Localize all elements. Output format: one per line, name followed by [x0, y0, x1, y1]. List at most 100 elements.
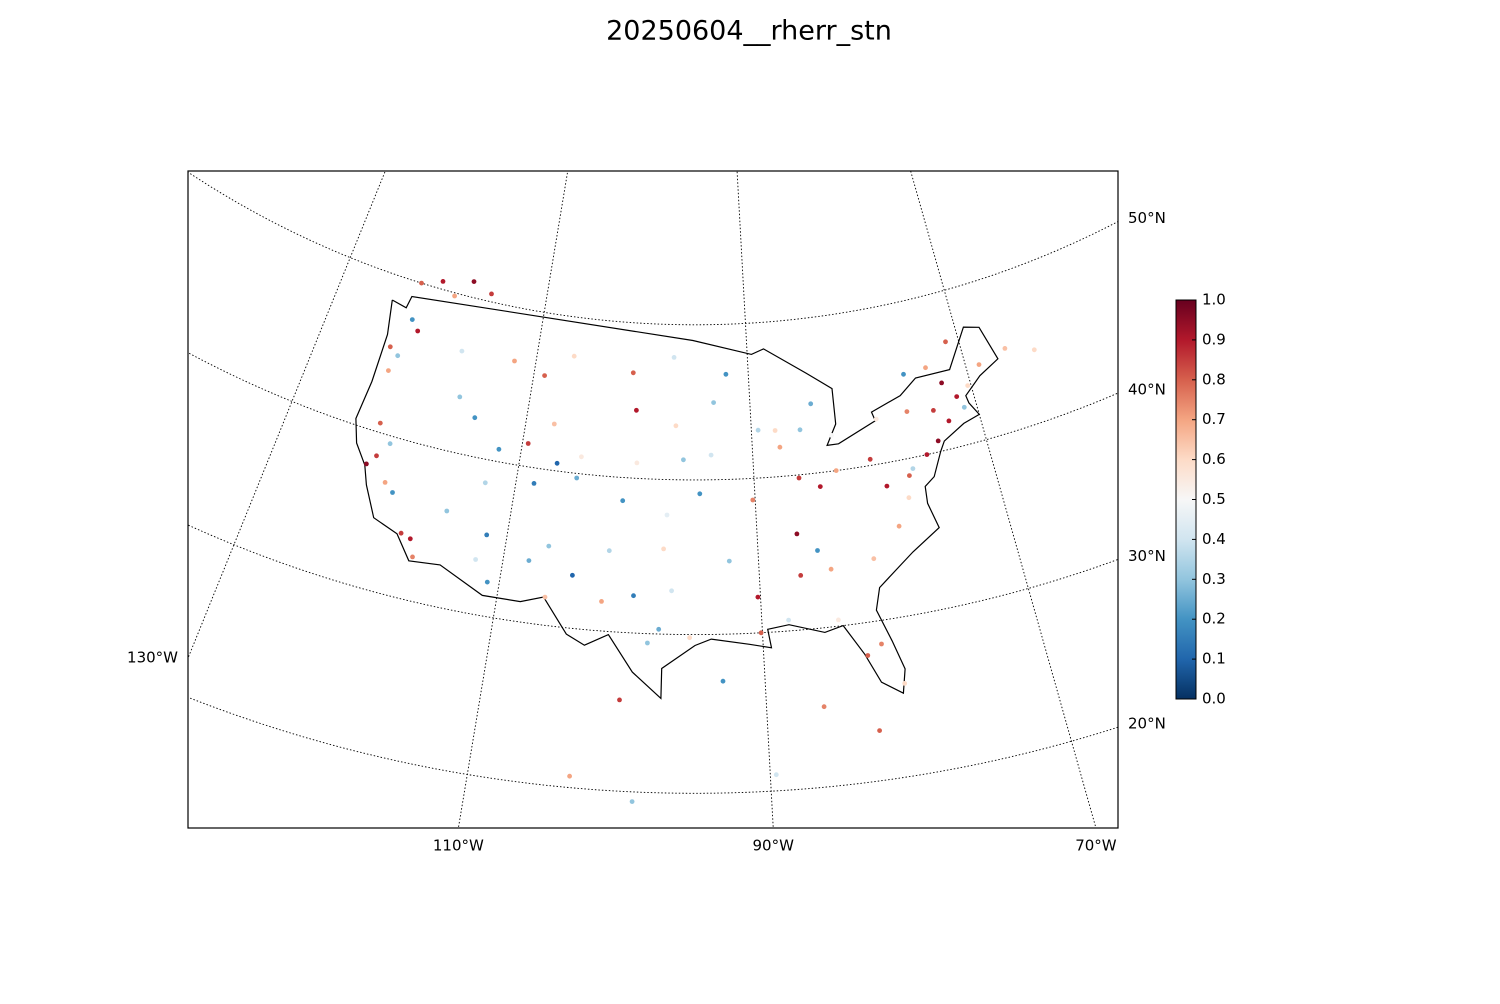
colorbar-tick-label: 1.0 [1202, 291, 1226, 309]
station-point [836, 617, 841, 623]
station-point [965, 383, 971, 388]
station-point [884, 483, 890, 489]
station-point [976, 362, 982, 367]
station-point [931, 408, 936, 413]
station-point [871, 556, 877, 562]
latitude-label: 50°N [1128, 209, 1166, 227]
station-point [459, 348, 465, 354]
station-point [457, 394, 463, 400]
station-point [634, 407, 639, 413]
colorbar-tick-label: 0.1 [1202, 650, 1226, 668]
station-point [946, 418, 952, 424]
station-point [755, 427, 761, 433]
parallel [188, 696, 1118, 794]
station-point [440, 279, 446, 284]
station-point [673, 423, 679, 429]
station-point [1134, 746, 1139, 751]
station-point [828, 566, 834, 572]
station-point [923, 365, 928, 371]
station-point [873, 416, 879, 422]
station-point [525, 441, 531, 446]
station-point [444, 508, 450, 514]
station-point [726, 558, 732, 564]
station-point [808, 401, 814, 407]
station-point [664, 512, 670, 518]
station-point [546, 543, 552, 549]
station-point [634, 460, 640, 466]
station-point [387, 344, 393, 350]
station-point [798, 573, 804, 578]
station-point [570, 572, 575, 578]
station-point [542, 594, 548, 600]
station-point [1031, 347, 1037, 353]
station-point [796, 475, 802, 481]
colorbar-tick-label: 0.3 [1202, 570, 1226, 588]
station-point [489, 291, 494, 297]
parallel [188, 171, 1118, 326]
station-point [708, 452, 714, 458]
station-point [910, 466, 916, 471]
parallel [188, 524, 1118, 636]
station-point [720, 678, 726, 684]
station-point [687, 635, 692, 641]
station-point [815, 548, 820, 553]
station-point [833, 468, 839, 473]
station-point [924, 452, 930, 457]
station-point [645, 640, 650, 646]
station-point [907, 473, 912, 478]
station-point [629, 799, 635, 804]
meridian [188, 171, 386, 660]
plot-frame [187, 170, 1119, 829]
station-point [786, 617, 791, 623]
station-point [415, 328, 421, 334]
colorbar-tick-label: 0.8 [1202, 370, 1226, 388]
longitude-label: 130°W [127, 649, 178, 667]
station-point [452, 293, 457, 299]
station-point [390, 490, 395, 495]
station-point [902, 681, 908, 686]
station-point [935, 438, 941, 444]
map-title: 20250604__rherr_stn [606, 16, 892, 47]
station-point [758, 630, 764, 636]
station-point [711, 400, 716, 405]
parallel [188, 352, 1118, 481]
colorbar-tick-label: 0.4 [1202, 530, 1226, 548]
station-point [669, 588, 674, 594]
station-point [472, 415, 478, 421]
station-point [482, 480, 488, 486]
station-point [906, 495, 912, 501]
latitude-label: 30°N [1128, 547, 1166, 565]
colorbar-tick-label: 0.6 [1202, 450, 1226, 468]
longitude-label: 90°W [753, 837, 795, 855]
station-point [407, 536, 413, 542]
station-point [794, 531, 800, 537]
station-point [395, 353, 401, 359]
station-point [574, 475, 580, 481]
station-point [374, 453, 379, 459]
station-point [631, 593, 636, 599]
colorbar-tick-label: 0.7 [1202, 410, 1226, 428]
longitude-label: 70°W [1075, 837, 1117, 855]
station-point [377, 420, 383, 426]
colorbar-tick-label: 0.9 [1202, 330, 1226, 348]
station-point [777, 444, 783, 450]
station-point [386, 368, 391, 373]
station-point [1002, 346, 1008, 351]
station-point [773, 772, 779, 778]
station-point [904, 409, 910, 414]
station-point [606, 548, 612, 554]
colorbar-tick-label: 0.2 [1202, 610, 1226, 628]
station-point [496, 446, 502, 452]
station-point [877, 728, 882, 733]
station-point [817, 484, 823, 489]
station-point [551, 421, 557, 427]
station-point [867, 456, 873, 462]
station-point [772, 428, 778, 433]
station-point [542, 373, 547, 378]
station-point [620, 498, 626, 504]
station-point [661, 546, 666, 552]
station-point [829, 433, 834, 438]
station-point [961, 404, 967, 410]
